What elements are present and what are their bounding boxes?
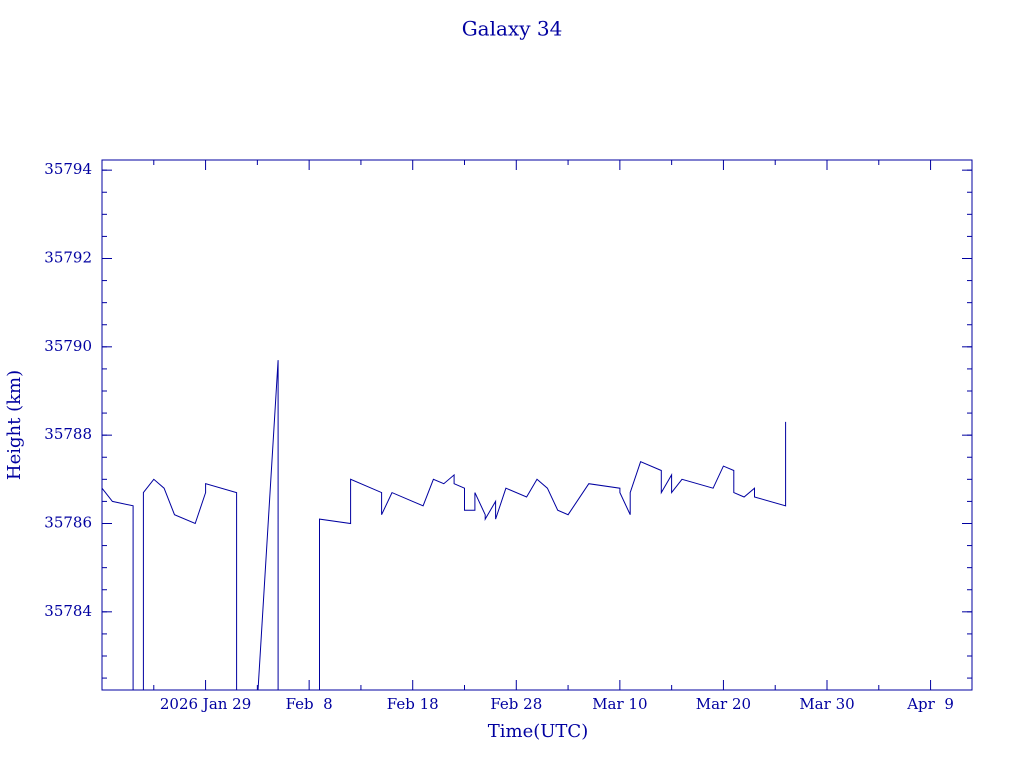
y-axis-label: Height (km) [4, 370, 25, 480]
y-tick-label: 35790 [44, 337, 92, 355]
x-tick-label: Mar 10 [592, 695, 647, 713]
x-tick-label: 2026 Jan 29 [160, 695, 251, 713]
y-tick-label: 35794 [44, 160, 92, 178]
x-axis-label: Time(UTC) [488, 721, 588, 742]
x-tick-label: Feb 18 [387, 695, 439, 713]
x-tick-label: Feb 8 [286, 695, 333, 713]
x-tick-label: Apr 9 [906, 695, 954, 713]
x-tick-label: Feb 28 [490, 695, 542, 713]
chart-title: Galaxy 34 [462, 17, 563, 41]
y-tick-label: 35786 [44, 513, 92, 531]
y-tick-label: 35792 [44, 248, 92, 266]
y-tick-label: 35784 [44, 602, 92, 620]
data-line [102, 360, 787, 690]
x-tick-label: Mar 30 [799, 695, 854, 713]
y-tick-label: 35788 [44, 425, 92, 443]
x-tick-label: Mar 20 [696, 695, 751, 713]
plot-frame [101, 159, 973, 691]
